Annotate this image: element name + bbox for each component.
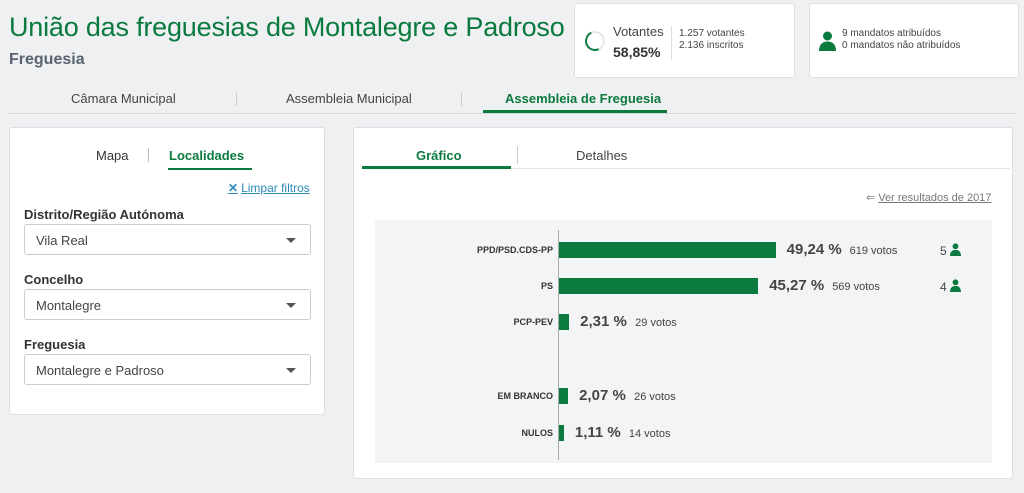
tab-localidades[interactable]: Localidades	[169, 148, 245, 163]
tab-assembleia-municipal[interactable]: Assembleia Municipal	[286, 91, 412, 106]
district-label: Distrito/Região Autónoma	[24, 207, 184, 222]
municipality-select[interactable]: Montalegre	[24, 289, 311, 320]
active-tab-indicator	[483, 110, 667, 113]
results-panel: Gráfico Detalhes ⇐ Ver resultados de 201…	[353, 127, 1013, 479]
district-value: Vila Real	[36, 233, 88, 248]
result-percent: 45,27 %	[769, 277, 825, 294]
filters-panel: Mapa Localidades ✕ Limpar filtros Distrit…	[9, 127, 325, 415]
person-icon	[950, 243, 962, 256]
result-bar	[559, 314, 570, 330]
chevron-down-icon	[286, 238, 296, 243]
clear-filters-label: Limpar filtros	[241, 181, 310, 195]
seat-count: 4	[940, 279, 962, 294]
turnout-label: Votantes	[613, 24, 664, 39]
parish-select[interactable]: Montalegre e Padroso	[24, 354, 311, 385]
result-bar	[559, 242, 776, 258]
result-votes: 619 votos	[849, 245, 898, 257]
result-percent: 1,11 %	[574, 424, 621, 441]
close-icon: ✕	[228, 181, 239, 195]
result-bar	[559, 278, 759, 294]
mandates-unassigned: 0 mandatos não atribuídos	[842, 40, 961, 51]
tab-divider	[236, 92, 237, 106]
tab-mapa[interactable]: Mapa	[96, 148, 129, 163]
turnout-card: Votantes 58,85% 1.257 votantes 2.136 ins…	[574, 3, 795, 78]
registered-count: 2.136 inscritos	[679, 40, 744, 51]
turnout-divider	[671, 26, 672, 60]
result-percent: 2,31 %	[580, 313, 627, 330]
rtab-divider	[517, 146, 518, 164]
chevron-down-icon	[286, 368, 296, 373]
chart-axis	[558, 230, 559, 460]
result-bar	[559, 388, 569, 404]
tab-divider	[461, 92, 462, 106]
chevron-down-icon	[286, 303, 296, 308]
party-label: NULOS	[521, 428, 554, 438]
municipality-value: Montalegre	[36, 298, 102, 313]
mandates-assigned: 9 mandatos atribuídos	[842, 28, 941, 39]
voters-count: 1.257 votantes	[679, 28, 745, 39]
arrow-left-icon: ⇐	[866, 192, 879, 204]
party-label: EM BRANCO	[497, 391, 554, 401]
tabs-baseline	[362, 168, 1010, 169]
district-select[interactable]: Vila Real	[24, 224, 311, 255]
active-subtab-indicator	[168, 168, 252, 170]
seat-count: 5	[940, 243, 962, 258]
result-percent: 2,07 %	[579, 387, 626, 404]
subtab-divider	[148, 148, 149, 162]
previous-results-link[interactable]: ⇐ Ver resultados de 2017	[866, 191, 991, 204]
mandates-card: 9 mandatos atribuídos 0 mandatos não atr…	[809, 3, 1019, 78]
seat-number: 5	[940, 244, 947, 258]
tab-assembleia-freguesia[interactable]: Assembleia de Freguesia	[505, 91, 662, 106]
result-votes: 29 votos	[635, 317, 677, 329]
page-subtitle: Freguesia	[9, 51, 85, 68]
person-icon	[950, 279, 962, 292]
turnout-percent: 58,85%	[613, 44, 661, 60]
tab-grafico[interactable]: Gráfico	[416, 148, 462, 163]
parish-value: Montalegre e Padroso	[36, 363, 164, 378]
election-tabs: Câmara Municipal Assembleia Municipal As…	[9, 86, 1015, 114]
clear-filters-link[interactable]: ✕ Limpar filtros	[228, 181, 310, 195]
party-label: PS	[540, 281, 553, 291]
result-bar	[559, 425, 564, 441]
party-label: PPD/PSD.CDS-PP	[476, 245, 553, 255]
active-rtab-indicator	[362, 166, 511, 169]
result-votes: 26 votos	[634, 391, 676, 403]
page-title: União das freguesias de Montalegre e Pad…	[9, 12, 565, 42]
result-votes: 569 votos	[832, 281, 880, 293]
previous-results-label: Ver resultados de 2017	[878, 192, 992, 204]
results-chart: PPD/PSD.CDS-PP 49,24 % 619 votos 5 PS 45,27 …	[375, 220, 992, 463]
seat-number: 4	[940, 280, 947, 294]
result-percent: 49,24 %	[786, 241, 842, 258]
person-icon	[819, 31, 836, 51]
municipality-label: Concelho	[24, 272, 84, 287]
result-votes: 14 votos	[628, 428, 671, 440]
tab-detalhes[interactable]: Detalhes	[576, 148, 628, 163]
turnout-ring-icon	[582, 28, 608, 54]
parish-label: Freguesia	[24, 337, 86, 352]
tab-camara-municipal[interactable]: Câmara Municipal	[71, 91, 176, 106]
party-label: PCP-PEV	[513, 317, 553, 327]
